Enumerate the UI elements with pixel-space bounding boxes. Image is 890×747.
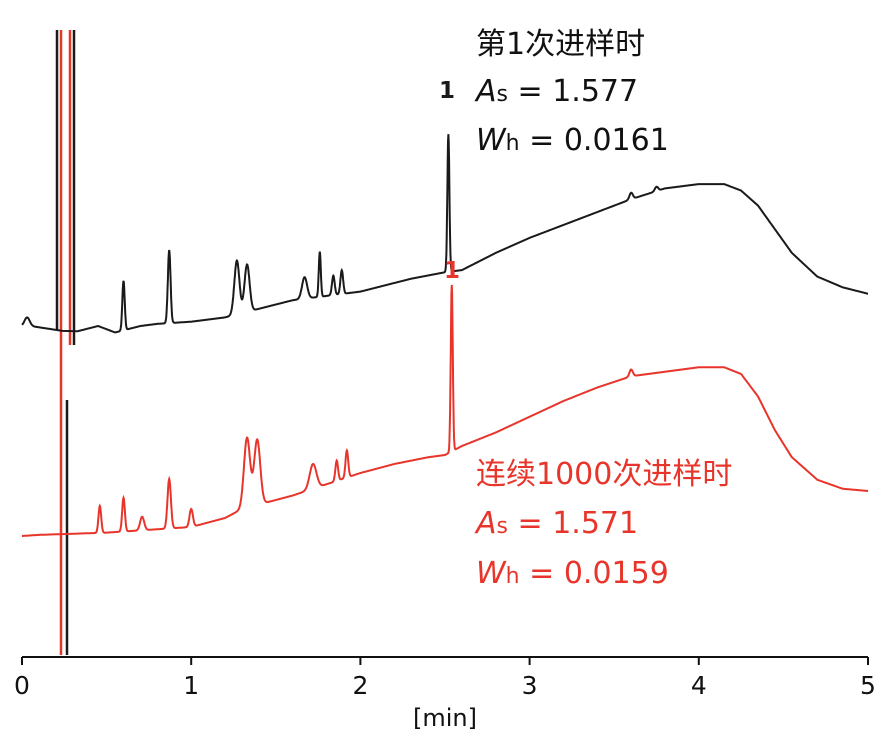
chromatogram-trace-1000th-injection bbox=[22, 284, 868, 537]
x-axis-ticks: 0 1 2 3 4 5 bbox=[14, 657, 876, 700]
annotation-1000th-injection: 连续1000次进样时 As = 1.571 Wh = 0.0159 bbox=[474, 457, 732, 591]
annotation-run-label-red: 连续1000次进样时 bbox=[476, 457, 732, 492]
annotation-first-injection: 第1次进样时 As = 1.577 Wh = 0.0161 bbox=[474, 27, 669, 158]
x-tick-label-1: 1 bbox=[183, 671, 199, 700]
x-tick-label-5: 5 bbox=[860, 671, 876, 700]
x-tick-label-2: 2 bbox=[352, 671, 368, 700]
x-axis-title: [min] bbox=[413, 704, 477, 732]
annotation-halfwidth-black: Wh = 0.0161 bbox=[476, 123, 669, 158]
x-tick-label-4: 4 bbox=[691, 671, 707, 700]
annotation-asymmetry-red: As = 1.571 bbox=[474, 506, 638, 541]
annotation-halfwidth-red: Wh = 0.0159 bbox=[476, 556, 669, 591]
annotation-asymmetry-black: As = 1.577 bbox=[474, 74, 638, 109]
x-tick-label-0: 0 bbox=[14, 671, 30, 700]
chromatogram-trace-first-injection bbox=[21, 134, 868, 334]
x-tick-label-3: 3 bbox=[522, 671, 538, 700]
injection-spikes bbox=[55, 30, 76, 655]
peak-label-red: 1 bbox=[444, 258, 460, 284]
peak-label-black: 1 bbox=[439, 78, 455, 104]
annotation-run-label-black: 第1次进样时 bbox=[476, 27, 645, 62]
